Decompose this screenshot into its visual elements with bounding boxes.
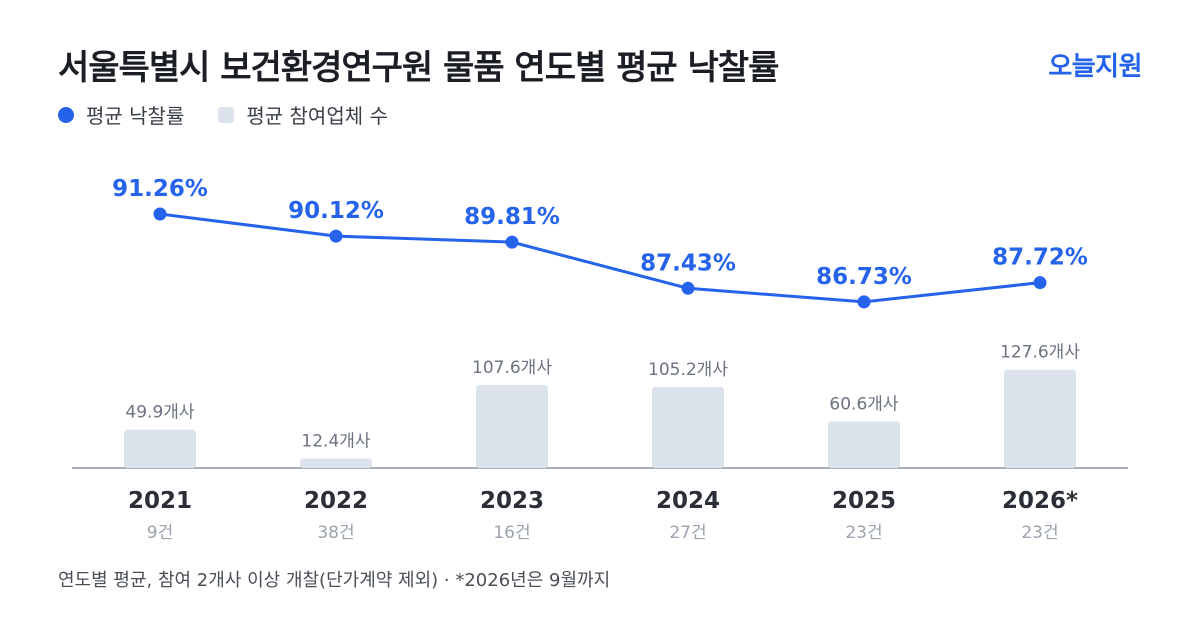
legend-item-rate: 평균 낙찰률: [58, 100, 184, 129]
legend-dot-icon: [58, 106, 74, 123]
rate-point-2021: [153, 207, 167, 221]
rate-label-2022: 90.12%: [288, 198, 384, 224]
x-tick-label-2025: 2025: [832, 488, 896, 514]
x-tick-label-2023: 2023: [480, 488, 544, 514]
count-label-2024: 27건: [669, 523, 706, 543]
bar-label-2021: 49.9개사: [125, 403, 194, 423]
rate-point-2026*: [1033, 276, 1047, 290]
bar-2025: [828, 421, 900, 468]
rate-point-2025: [857, 295, 871, 309]
rate-point-2024: [681, 281, 695, 295]
rate-label-2025: 86.73%: [816, 264, 912, 290]
bar-label-2026*: 127.6개사: [1000, 343, 1080, 363]
count-label-2026*: 23건: [1021, 523, 1058, 543]
bar-label-2025: 60.6개사: [829, 394, 898, 414]
x-tick-label-2022: 2022: [304, 488, 368, 514]
bar-2023: [476, 385, 548, 468]
rate-label-2026*: 87.72%: [992, 245, 1088, 271]
chart-legend: 평균 낙찰률 평균 참여업체 수: [58, 100, 422, 129]
legend-square-icon: [218, 106, 235, 123]
bar-2021: [124, 429, 196, 468]
rate-point-2022: [329, 229, 343, 243]
bar-label-2022: 12.4개사: [301, 431, 370, 451]
bar-2026*: [1004, 369, 1076, 468]
x-tick-label-2024: 2024: [656, 488, 720, 514]
count-label-2021: 9건: [147, 523, 173, 543]
x-tick-label-2021: 2021: [128, 488, 192, 514]
bar-label-2023: 107.6개사: [472, 358, 552, 378]
legend-label-rate: 평균 낙찰률: [86, 104, 185, 128]
brand-logo[interactable]: 오늘지원: [1048, 52, 1142, 82]
rate-label-2021: 91.26%: [112, 176, 208, 202]
rate-label-2023: 89.81%: [464, 204, 560, 230]
count-label-2025: 23건: [845, 523, 882, 543]
legend-label-bidders: 평균 참여업체 수: [246, 104, 388, 128]
bar-2024: [652, 386, 724, 468]
rate-line: [158, 212, 1042, 304]
bar-2022: [300, 458, 372, 468]
x-tick-label-2026*: 2026*: [1002, 488, 1078, 514]
rate-label-2024: 87.43%: [640, 250, 736, 276]
rate-point-2023: [505, 235, 519, 249]
count-label-2023: 16건: [493, 523, 530, 543]
count-label-2022: 38건: [317, 523, 354, 543]
page-title: 서울특별시 보건환경연구원 물품 연도별 평균 낙찰률: [58, 48, 779, 88]
legend-item-bidders: 평균 참여업체 수: [218, 100, 388, 129]
bar-label-2024: 105.2개사: [648, 360, 728, 380]
footnote: 연도별 평균, 참여 2개사 이상 개찰(단가계약 제외) · *2026년은 …: [58, 570, 611, 591]
